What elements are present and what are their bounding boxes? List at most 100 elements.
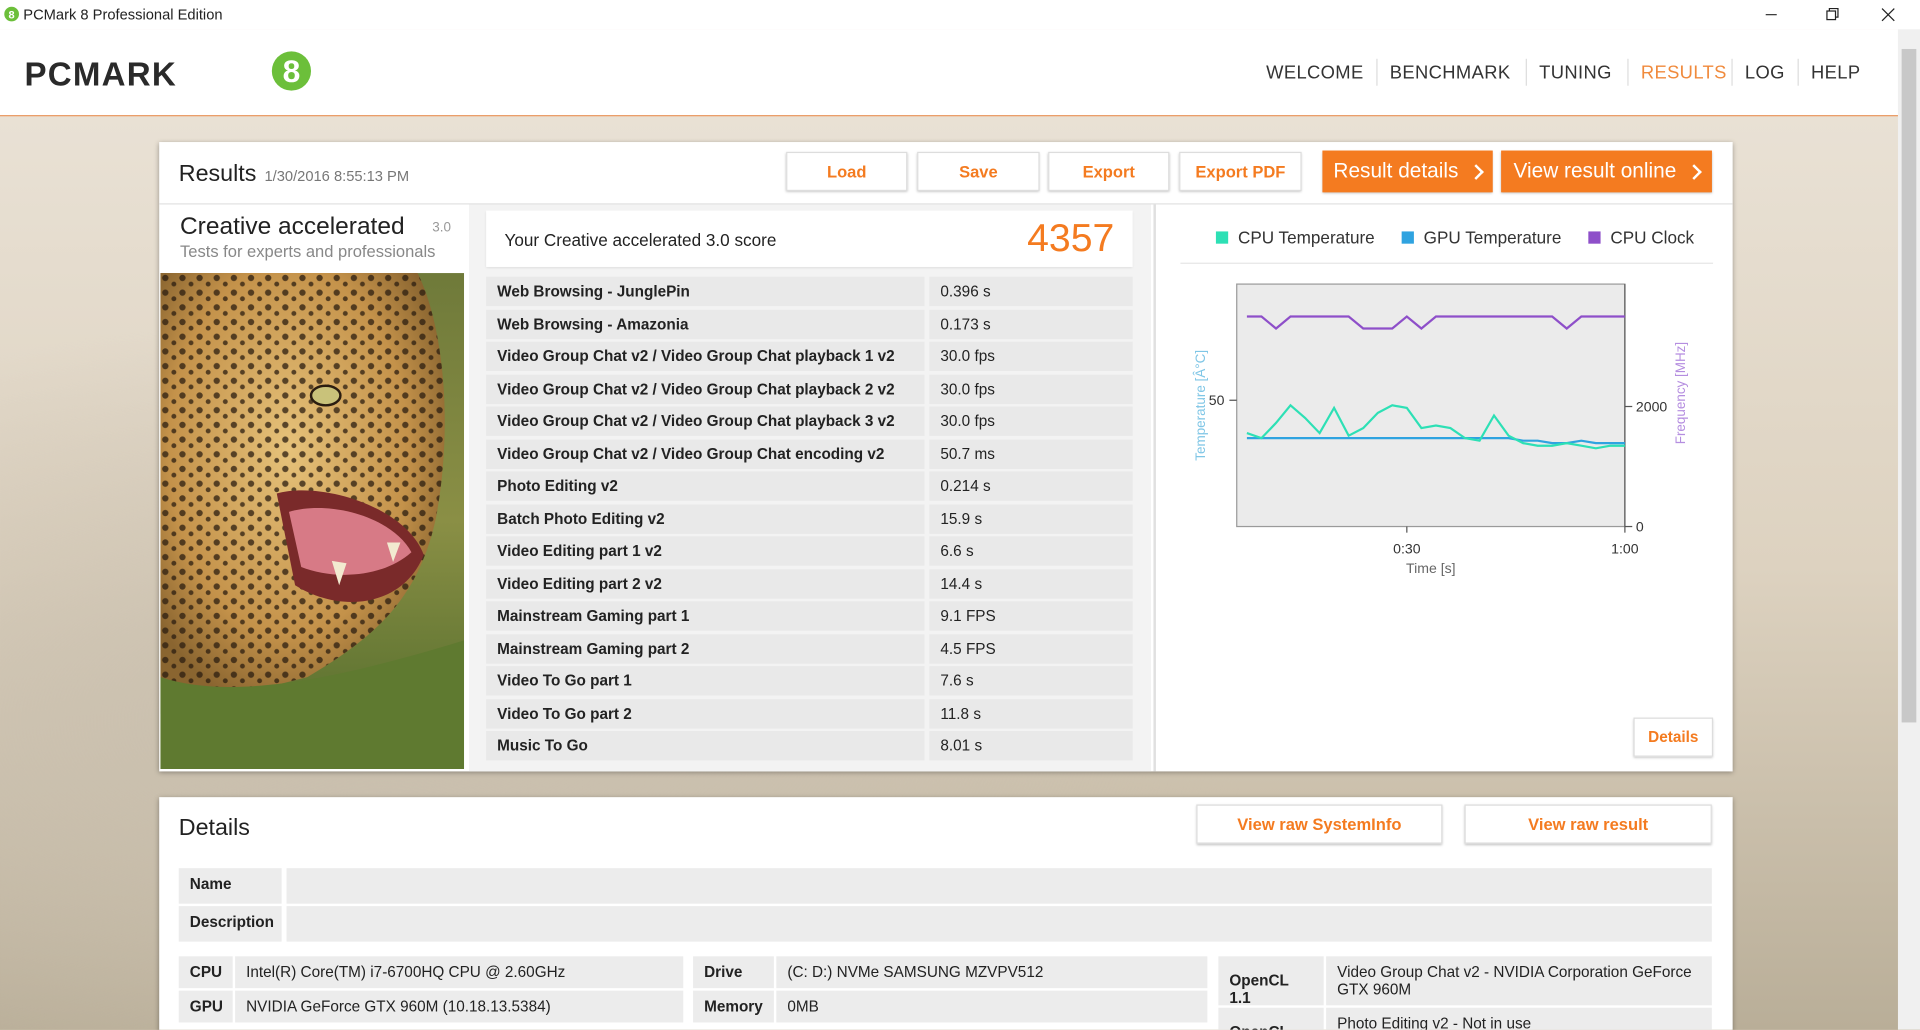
raw-result-button[interactable]: View raw result [1464, 804, 1712, 844]
test-result: 0.173 s [929, 309, 1133, 339]
y2-axis-title: Frequency [MHz] [1673, 342, 1688, 444]
system-label: Memory [693, 990, 774, 1023]
divider [159, 203, 1733, 205]
load-button[interactable]: Load [786, 151, 908, 192]
save-button[interactable]: Save [917, 151, 1040, 192]
legend-label: CPU Clock [1610, 228, 1694, 248]
raw-systeminfo-button[interactable]: View raw SystemInfo [1196, 804, 1443, 844]
monitoring-chart: CPU Temperature GPU Temperature CPU Clock 5… [1180, 228, 1714, 576]
scrollbar[interactable] [1897, 29, 1920, 1030]
test-result: 30.0 fps [929, 406, 1133, 436]
test-result: 15.9 s [929, 503, 1133, 534]
test-label: Mainstream Gaming part 2 [486, 633, 925, 664]
score-row: Video Group Chat v2 / Video Group Chat p… [486, 406, 1133, 436]
nav-item[interactable]: RESULTS [1640, 62, 1727, 84]
details-title: Details [178, 815, 250, 842]
x-tick-label: 0:30 [1393, 540, 1421, 556]
logo[interactable]: PCMARK [24, 56, 177, 94]
field-value [286, 906, 1712, 942]
divider [1153, 204, 1156, 772]
test-label: Video Group Chat v2 / Video Group Chat p… [486, 406, 925, 436]
test-label: Video To Go part 1 [486, 666, 925, 696]
test-label: Web Browsing - JunglePin [486, 276, 925, 307]
export-pdf-button[interactable]: Export PDF [1179, 151, 1302, 192]
system-value: 0MB [776, 990, 1208, 1023]
test-label: Video Group Chat v2 / Video Group Chat p… [486, 341, 925, 372]
results-title: Results [178, 161, 257, 188]
logo-badge: 8 [271, 51, 312, 91]
test-result: 4.5 FPS [929, 633, 1133, 664]
results-date: 1/30/2016 8:55:13 PM [264, 167, 410, 185]
result-details-button[interactable]: Result details [1322, 150, 1493, 193]
test-label: Video Editing part 1 v2 [486, 536, 925, 566]
score-row: Web Browsing - JunglePin 0.396 s [486, 276, 1133, 307]
score-row: Mainstream Gaming part 2 4.5 FPS [486, 633, 1133, 664]
title-bar: 8 PCMark 8 Professional Edition [0, 0, 1920, 30]
y2-tick-label: 0 [1636, 518, 1644, 534]
test-label: Video Group Chat v2 / Video Group Chat p… [486, 374, 925, 404]
test-image [160, 273, 465, 769]
score-row: Video Group Chat v2 / Video Group Chat p… [486, 374, 1133, 404]
system-label: GPU [178, 990, 233, 1023]
legend-label: CPU Temperature [1238, 228, 1375, 248]
system-value: Intel(R) Core(TM) i7-6700HQ CPU @ 2.60GH… [235, 956, 684, 989]
export-button[interactable]: Export [1048, 151, 1170, 192]
test-result: 0.214 s [929, 471, 1133, 501]
system-value: Photo Editing v2 - Not in use [1326, 1007, 1712, 1030]
nav-item[interactable]: WELCOME [1266, 62, 1364, 84]
score-row: Batch Photo Editing v2 15.9 s [486, 503, 1133, 534]
window-controls[interactable] [1758, 5, 1905, 25]
nav-item[interactable]: TUNING [1539, 62, 1612, 84]
score-row: Mainstream Gaming part 1 9.1 FPS [486, 601, 1133, 631]
y-tick-label: 50 [1209, 392, 1225, 408]
legend-swatch [1215, 231, 1229, 244]
field-label: Name [178, 868, 282, 904]
test-result: 6.6 s [929, 536, 1133, 566]
nav-separator [1525, 58, 1527, 86]
nav-separator [1731, 58, 1733, 86]
system-value: (C: D:) NVMe SAMSUNG MZVPV512 [776, 956, 1208, 989]
system-label: OpenCL 1.1 [1218, 1007, 1324, 1030]
legend-label: GPU Temperature [1424, 228, 1562, 248]
test-result: 11.8 s [929, 698, 1133, 728]
score-row: Video Editing part 1 v2 6.6 s [486, 536, 1133, 566]
series-line [1246, 403, 1625, 450]
test-version: 3.0 [432, 220, 451, 236]
svg-text:8: 8 [9, 9, 15, 21]
test-result: 7.6 s [929, 666, 1133, 696]
score-row: Video To Go part 2 11.8 s [486, 698, 1133, 728]
window-title: PCMark 8 Professional Edition [23, 6, 223, 24]
nav-item[interactable]: HELP [1811, 62, 1861, 84]
x-axis-title: Time [s] [1406, 560, 1456, 576]
y2-tick-label: 2000 [1636, 398, 1667, 414]
y-axis-title: Temperature [Â°C] [1193, 350, 1208, 461]
score-row: Photo Editing v2 0.214 s [486, 471, 1133, 501]
scrollbar-thumb[interactable] [1901, 48, 1917, 723]
nav-item[interactable]: LOG [1744, 62, 1785, 84]
score-row: Video Editing part 2 v2 14.4 s [486, 568, 1133, 599]
test-result: 9.1 FPS [929, 601, 1133, 631]
test-label: Music To Go [486, 731, 925, 761]
field-value [286, 868, 1712, 904]
score-row: Video To Go part 1 7.6 s [486, 666, 1133, 696]
test-label: Video To Go part 2 [486, 698, 925, 728]
score-row: Video Group Chat v2 / Video Group Chat e… [486, 438, 1133, 469]
details-button[interactable]: Details [1633, 717, 1714, 757]
view-online-button[interactable]: View result online [1501, 150, 1712, 193]
nav-separator [1797, 58, 1799, 86]
test-result: 0.396 s [929, 276, 1133, 307]
test-description: Tests for experts and professionals [180, 242, 436, 261]
app-icon: 8 [4, 6, 19, 22]
nav-item[interactable]: BENCHMARK [1389, 62, 1511, 84]
nav-separator [1376, 58, 1378, 86]
system-label: Drive [693, 956, 774, 989]
system-value: Video Group Chat v2 - NVIDIA Corporation… [1326, 956, 1712, 1006]
field-label: Description [178, 906, 282, 942]
score-box [486, 210, 1133, 267]
app-header: PCMARK 8 WELCOME BENCHMARK TUNING RESULT… [0, 29, 1920, 117]
test-label: Video Group Chat v2 / Video Group Chat e… [486, 438, 925, 469]
test-label: Batch Photo Editing v2 [486, 503, 925, 534]
